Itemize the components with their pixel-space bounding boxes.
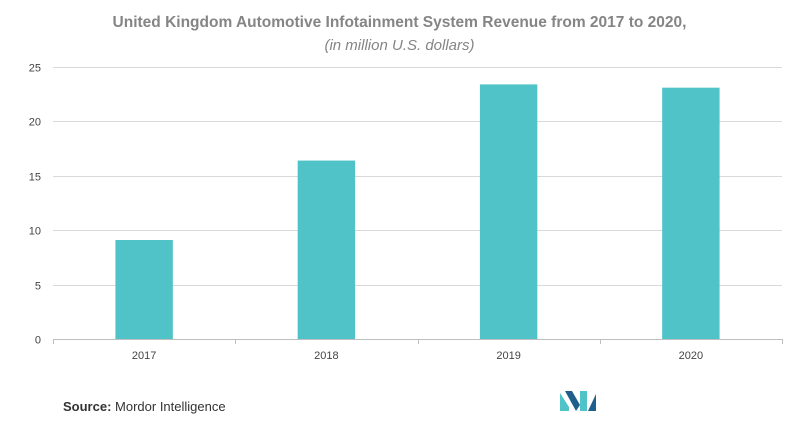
- y-tick-label: 15: [29, 172, 41, 184]
- bars: [115, 84, 720, 340]
- chart-subtitle: (in million U.S. dollars): [324, 37, 475, 54]
- tick-labels: 0 5 10 15 20 25 2017 2018 2019 2020: [29, 63, 703, 363]
- chart-title: United Kingdom Automotive Infotainment S…: [112, 14, 687, 31]
- y-tick-label: 0: [35, 335, 41, 347]
- x-tick-label: 2020: [679, 350, 703, 362]
- x-tick-label: 2017: [132, 350, 156, 362]
- bar-2017: [115, 239, 173, 339]
- y-tick-label: 25: [29, 63, 41, 75]
- bar-2018: [297, 160, 356, 339]
- source-note: Source: Mordor Intelligence: [63, 399, 226, 414]
- axes: [53, 339, 783, 344]
- y-tick-label: 10: [29, 226, 41, 238]
- grid-lines: [53, 67, 782, 286]
- x-tick-label: 2018: [314, 350, 338, 362]
- x-tick-label: 2019: [496, 350, 520, 362]
- bar-2019: [479, 84, 538, 340]
- mordor-intelligence-logo-icon: [560, 391, 596, 411]
- source-text: Mordor Intelligence: [115, 399, 226, 414]
- source-prefix: Source:: [63, 399, 112, 414]
- y-tick-label: 20: [29, 117, 41, 129]
- y-tick-label: 5: [35, 281, 41, 293]
- bar-2020: [662, 87, 720, 339]
